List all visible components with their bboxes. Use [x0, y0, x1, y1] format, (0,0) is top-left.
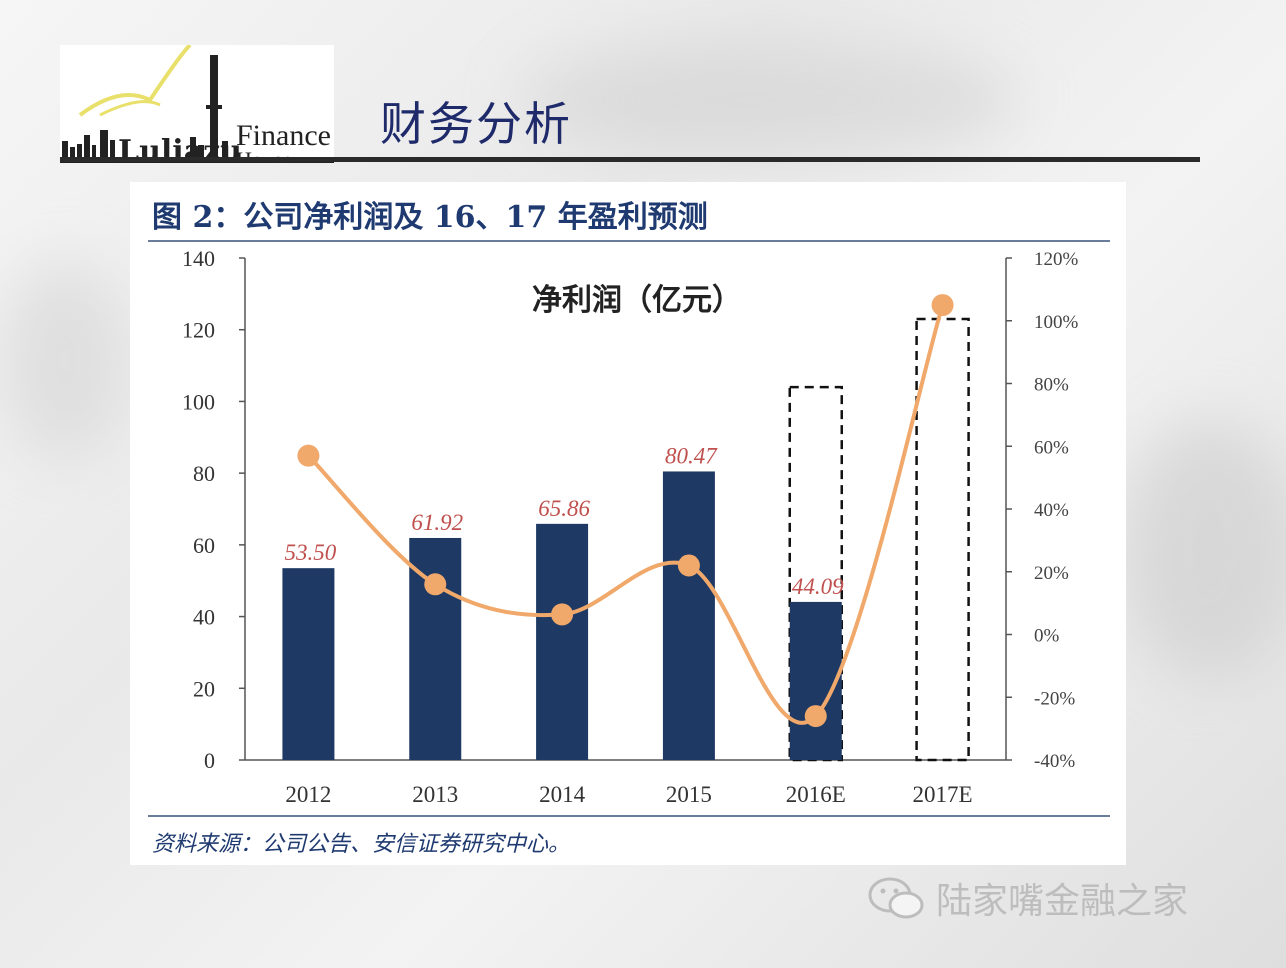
y2-tick-label: 100% [1034, 312, 1079, 333]
y2-tick-label: 120% [1034, 249, 1079, 270]
wechat-icon [868, 877, 924, 919]
bar-data-label: 61.92 [411, 510, 463, 535]
figure-title-divider [148, 240, 1110, 242]
y-tick-label: 40 [193, 605, 215, 630]
figure-title: 图 2：公司净利润及 16、17 年盈利预测 [152, 200, 708, 235]
background-shade [1120, 420, 1286, 680]
growth-point [424, 573, 447, 596]
bar-data-label: 80.47 [665, 443, 718, 468]
y2-tick-label: -40% [1034, 751, 1075, 772]
growth-point [297, 444, 320, 467]
y2-tick-label: 40% [1034, 500, 1069, 521]
y-tick-label: 140 [182, 246, 215, 271]
bar [662, 471, 715, 760]
x-tick-label: 2016E [786, 782, 846, 807]
y2-tick-label: 60% [1034, 437, 1069, 458]
watermark-text: 陆家嘴金融之家 [936, 881, 1189, 922]
logo-wordmark-top: Finance [236, 119, 331, 152]
x-tick-label: 2015 [666, 782, 712, 807]
source-divider [148, 815, 1110, 817]
source-note: 资料来源：公司公告、安信证券研究中心。 [152, 832, 571, 857]
y2-tick-label: 80% [1034, 375, 1069, 396]
slide-title: 财务分析 [380, 97, 572, 151]
background-shade [0, 260, 130, 460]
y-tick-label: 60 [193, 533, 215, 558]
growth-point [804, 705, 827, 728]
y-tick-label: 120 [182, 318, 215, 343]
bar-data-label: 44.09 [792, 574, 844, 599]
y-tick-label: 100 [182, 389, 215, 414]
growth-point [931, 294, 954, 317]
y2-tick-label: 0% [1034, 626, 1060, 647]
forecast-bar-outline [915, 317, 970, 762]
x-tick-label: 2014 [539, 782, 586, 807]
bar [789, 601, 842, 760]
x-tick-label: 2013 [412, 782, 458, 807]
y-tick-label: 20 [193, 676, 215, 701]
chart-title: 净利润（亿元） [532, 283, 742, 318]
watermark: 陆家嘴金融之家 [866, 872, 1188, 924]
y2-tick-label: 20% [1034, 563, 1069, 584]
title-divider [60, 157, 1200, 162]
bar [282, 568, 335, 760]
growth-point [551, 603, 574, 626]
x-tick-label: 2017E [913, 782, 973, 807]
x-tick-label: 2012 [285, 782, 331, 807]
background-shade [520, 40, 1020, 160]
y-tick-label: 0 [204, 748, 215, 773]
y-tick-label: 80 [193, 461, 215, 486]
bar-data-label: 65.86 [538, 496, 590, 521]
growth-point [677, 554, 700, 577]
y2-tick-label: -20% [1034, 688, 1075, 709]
growth-line [306, 304, 945, 725]
bar-data-label: 53.50 [285, 540, 337, 565]
bar [536, 523, 589, 760]
